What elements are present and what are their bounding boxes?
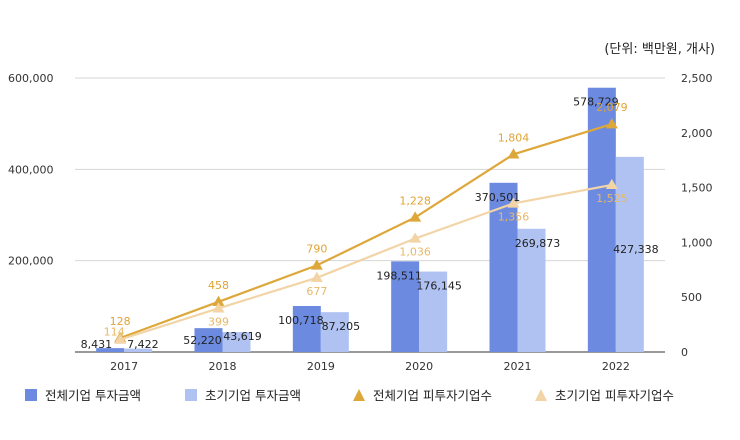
bar-data-label: 370,501 bbox=[475, 191, 521, 204]
legend-swatch bbox=[185, 389, 197, 401]
legend-swatch bbox=[535, 389, 547, 401]
bar-early-investment bbox=[124, 348, 153, 352]
bar-total-investment bbox=[96, 348, 125, 352]
bar-total-investment bbox=[292, 306, 321, 352]
bar-data-label: 100,718 bbox=[278, 314, 324, 327]
line-data-label: 458 bbox=[208, 279, 229, 292]
line-marker bbox=[605, 178, 618, 190]
right-tick-label: 2,000 bbox=[681, 127, 713, 140]
line-marker bbox=[212, 302, 225, 313]
line-marker bbox=[310, 271, 323, 283]
line-marker bbox=[310, 259, 323, 270]
legend-label: 초기기업 투자금액 bbox=[205, 388, 301, 403]
gridlines bbox=[75, 77, 665, 353]
line-data-label: 1,036 bbox=[399, 245, 431, 258]
legend-label: 초기기업 피투자기업수 bbox=[555, 388, 674, 403]
bar-data-label: 176,145 bbox=[416, 280, 462, 293]
bar-total-investment bbox=[489, 182, 518, 352]
category-label: 2021 bbox=[504, 360, 532, 373]
line-total-companies bbox=[119, 123, 613, 340]
left-tick-label: 600,000 bbox=[8, 72, 54, 85]
bar-total-investment bbox=[194, 328, 223, 352]
line-data-label: 1,356 bbox=[498, 210, 530, 223]
line-data-label: 128 bbox=[110, 315, 131, 328]
line-data-label: 1,804 bbox=[498, 131, 530, 144]
right-tick-label: 2,500 bbox=[681, 72, 713, 85]
line-marker bbox=[605, 118, 618, 129]
line-early-companies bbox=[119, 183, 613, 341]
right-tick-label: 1,000 bbox=[681, 236, 713, 249]
bar-data-label: 43,619 bbox=[223, 330, 262, 343]
line-marker bbox=[507, 197, 520, 208]
line-marker bbox=[114, 333, 127, 344]
bar-total-investment bbox=[391, 261, 420, 352]
bar-series bbox=[96, 87, 644, 353]
bar-early-investment bbox=[320, 312, 349, 352]
line-data-label: 2,079 bbox=[596, 101, 628, 114]
right-tick-label: 1,500 bbox=[681, 182, 713, 195]
legend-swatch bbox=[25, 389, 37, 401]
category-label: 2019 bbox=[307, 360, 335, 373]
line-marker bbox=[409, 232, 422, 243]
line-marker bbox=[507, 148, 520, 159]
bar-data-label: 52,220 bbox=[183, 334, 222, 347]
line-data-label: 790 bbox=[306, 242, 327, 255]
line-data-label: 114 bbox=[104, 326, 125, 339]
category-label: 2017 bbox=[110, 360, 138, 373]
bar-data-label: 198,511 bbox=[376, 269, 422, 282]
left-tick-label: 200,000 bbox=[8, 255, 54, 268]
bar-data-label: 87,205 bbox=[322, 320, 361, 333]
line-data-label: 677 bbox=[306, 285, 327, 298]
line-marker bbox=[212, 295, 225, 307]
bar-data-label: 578,729 bbox=[573, 96, 619, 109]
right-axis: 0 500 1,000 1,500 2,000 2,500 bbox=[681, 72, 713, 359]
bar-data-label: 8,431 bbox=[81, 338, 113, 351]
bar-data-label: 427,338 bbox=[613, 243, 659, 256]
bar-data-label: 269,873 bbox=[515, 237, 561, 250]
line-data-label: 1,228 bbox=[399, 194, 431, 207]
category-label: 2018 bbox=[209, 360, 237, 373]
bar-total-investment bbox=[587, 87, 616, 353]
legend-label: 전체기업 피투자기업수 bbox=[373, 388, 492, 403]
legend-swatch bbox=[353, 389, 365, 401]
bar-data-label: 7,422 bbox=[127, 338, 158, 351]
x-axis: 2017 2018 2019 2020 2021 2022 bbox=[110, 360, 630, 373]
right-tick-label: 500 bbox=[681, 291, 702, 304]
bar-early-investment bbox=[517, 228, 546, 352]
category-label: 2022 bbox=[602, 360, 630, 373]
bar-early-investment bbox=[419, 271, 448, 352]
line-marker bbox=[409, 211, 422, 222]
right-tick-label: 0 bbox=[681, 346, 688, 359]
category-label: 2020 bbox=[405, 360, 433, 373]
line-data-label: 399 bbox=[208, 315, 229, 328]
bar-early-investment bbox=[615, 156, 644, 352]
bar-early-investment bbox=[222, 332, 251, 352]
line-series bbox=[114, 118, 618, 344]
left-axis: 200,000 400,000 600,000 bbox=[8, 72, 54, 268]
legend: 전체기업 투자금액 초기기업 투자금액 전체기업 피투자기업수 초기기업 피투자기업수 bbox=[25, 388, 674, 403]
data-labels: 8,431 52,220 100,718 198,511 370,501 578,729 7… bbox=[81, 96, 659, 351]
line-data-label: 1,525 bbox=[596, 192, 628, 205]
unit-label: (단위: 백만원, 개사) bbox=[604, 42, 715, 57]
left-tick-label: 400,000 bbox=[8, 163, 54, 176]
legend-label: 전체기업 투자금액 bbox=[45, 388, 141, 403]
